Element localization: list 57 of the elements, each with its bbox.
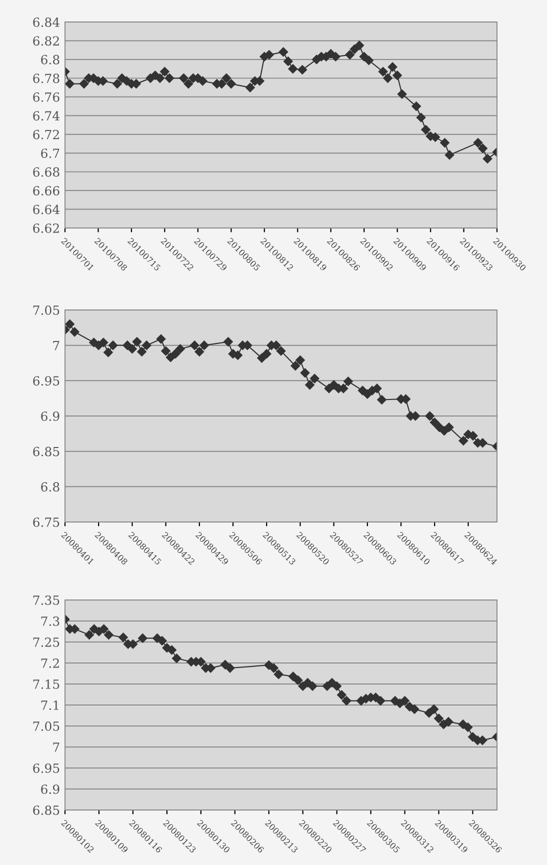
point: [104, 630, 114, 640]
y-tick-label: 6.82: [33, 36, 59, 46]
point: [327, 678, 337, 688]
point: [118, 632, 128, 642]
point: [400, 696, 410, 706]
y-tick-label: 7.05: [33, 721, 60, 731]
y-tick-label: 6.64: [33, 204, 60, 214]
point: [376, 696, 386, 706]
y-tick-label: 6.72: [33, 130, 59, 140]
y-tick-label: 7.2: [41, 658, 59, 668]
y-tick-label: 7.05: [33, 305, 60, 315]
y-tick-label: 7.15: [33, 679, 60, 689]
y-tick-label: 7: [53, 340, 60, 350]
y-tick-label: 6.75: [33, 517, 60, 527]
point: [172, 654, 182, 664]
y-tick-label: 6.85: [33, 446, 60, 456]
point: [288, 672, 298, 682]
y-tick-label: 6.78: [33, 74, 60, 84]
y-tick-label: 7.1: [41, 700, 58, 710]
point: [274, 670, 284, 679]
point: [444, 717, 454, 726]
point: [293, 676, 303, 685]
y-tick-label: 6.66: [33, 186, 60, 196]
point: [84, 630, 94, 640]
y-tick-label: 6.74: [33, 111, 60, 121]
point: [269, 663, 278, 673]
point: [167, 645, 176, 655]
y-tick-label: 6.62: [33, 223, 59, 233]
point: [99, 624, 108, 634]
point: [468, 732, 478, 742]
y-tick-label: 6.95: [33, 376, 60, 386]
point: [220, 660, 230, 670]
point: [225, 663, 235, 673]
y-tick-label: 7.3: [41, 616, 60, 626]
point: [342, 696, 352, 706]
point: [308, 681, 318, 691]
y-tick-label: 6.9: [41, 411, 60, 421]
y-tick-label: 6.8: [41, 54, 60, 64]
point: [337, 690, 346, 700]
y-tick-label: 6.85: [33, 805, 60, 815]
point: [157, 636, 167, 646]
point: [434, 714, 444, 724]
point: [138, 634, 148, 643]
point: [429, 704, 439, 714]
y-tick-label: 6.8: [41, 482, 60, 492]
y-tick-label: 7.35: [33, 595, 60, 605]
point: [463, 722, 472, 732]
y-tick-label: 6.76: [33, 92, 60, 102]
y-tick-label: 7.25: [33, 637, 60, 647]
y-tick-label: 6.84: [33, 17, 60, 27]
point: [410, 704, 420, 714]
y-tick-label: 6.68: [33, 167, 60, 177]
y-tick-label: 7: [53, 742, 60, 752]
y-tick-label: 6.95: [33, 763, 60, 773]
y-tick-label: 6.7: [41, 148, 60, 158]
point: [332, 681, 342, 691]
y-tick-label: 6.9: [41, 784, 60, 794]
